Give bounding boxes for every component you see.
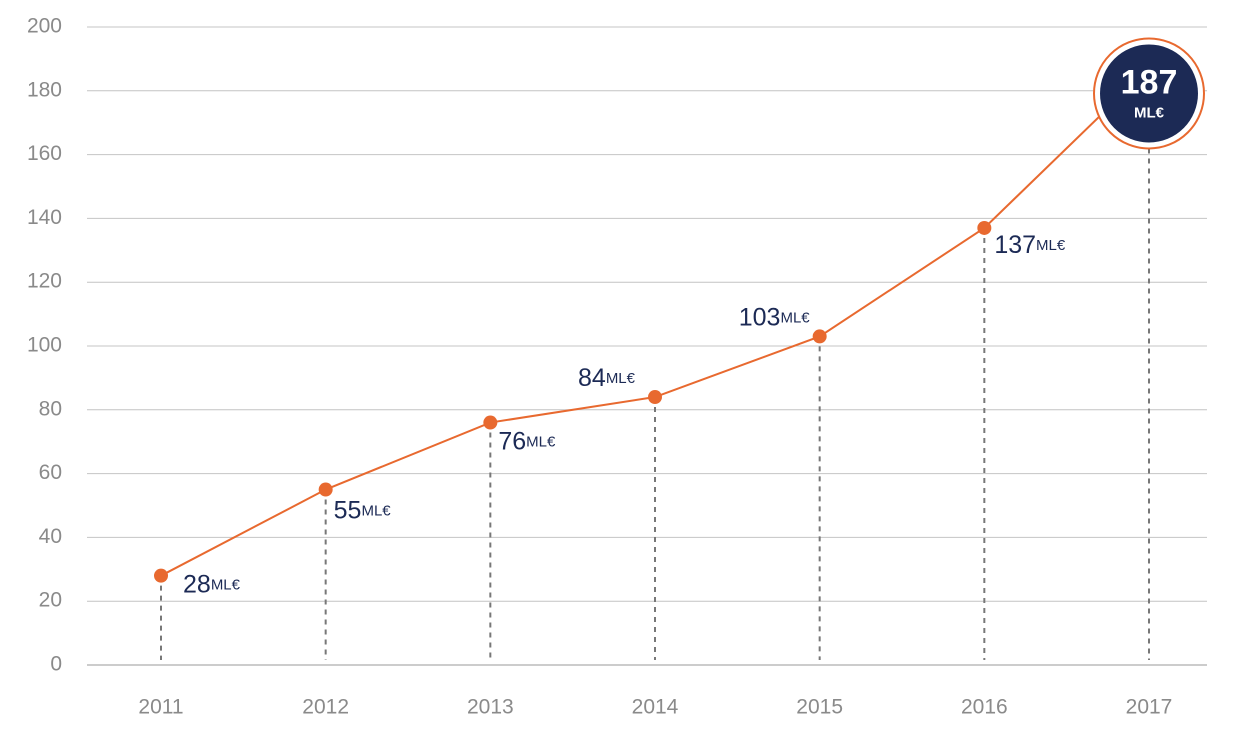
point bbox=[483, 415, 498, 430]
y-tick-label: 0 bbox=[50, 653, 62, 676]
value-unit: ML€ bbox=[780, 309, 810, 326]
value-number: 187 bbox=[1121, 63, 1178, 101]
x-tick-label: 2014 bbox=[632, 696, 679, 719]
value-label: 28ML€ bbox=[183, 570, 241, 598]
value-number: 76 bbox=[498, 427, 526, 455]
x-tick-label: 2016 bbox=[961, 696, 1008, 719]
y-tick-label: 100 bbox=[27, 334, 62, 357]
point bbox=[318, 482, 333, 497]
value-number: 137 bbox=[994, 231, 1036, 259]
value-label: 84ML€ bbox=[578, 364, 636, 392]
y-tick-label: 40 bbox=[39, 525, 62, 548]
x-tick-label: 2011 bbox=[138, 696, 183, 719]
value-number: 84 bbox=[578, 364, 606, 392]
y-tick-label: 180 bbox=[27, 78, 62, 101]
x-tick-label: 2013 bbox=[467, 696, 514, 719]
value-unit: ML€ bbox=[361, 503, 391, 520]
point bbox=[812, 329, 827, 344]
x-tick-label: 2012 bbox=[302, 696, 349, 719]
y-tick-label: 160 bbox=[27, 142, 62, 165]
value-number: 28 bbox=[183, 570, 211, 598]
y-tick-label: 200 bbox=[27, 15, 62, 38]
point bbox=[154, 568, 168, 583]
x-tick-label: 2017 bbox=[1126, 696, 1173, 719]
point bbox=[977, 220, 992, 235]
y-tick-label: 20 bbox=[39, 589, 62, 612]
value-unit: ML€ bbox=[211, 577, 241, 594]
value-unit: ML€ bbox=[526, 434, 556, 451]
point bbox=[648, 390, 662, 405]
value-label: 137ML€ bbox=[994, 231, 1066, 259]
point bbox=[1100, 44, 1198, 143]
y-tick-label: 140 bbox=[27, 206, 62, 229]
value-number: 103 bbox=[739, 303, 781, 331]
value-label: 55ML€ bbox=[334, 496, 392, 524]
y-tick-label: 120 bbox=[27, 270, 62, 293]
x-tick-label: 2015 bbox=[796, 696, 843, 719]
value-label: 103ML€ bbox=[739, 303, 811, 331]
y-tick-label: 80 bbox=[39, 397, 62, 420]
value-unit: ML€ bbox=[606, 370, 636, 387]
value-unit: ML€ bbox=[1036, 237, 1066, 254]
value-label: 76ML€ bbox=[498, 427, 556, 455]
value-number: 55 bbox=[334, 496, 362, 524]
y-tick-label: 60 bbox=[39, 461, 62, 484]
value-unit: ML€ bbox=[1134, 104, 1165, 121]
